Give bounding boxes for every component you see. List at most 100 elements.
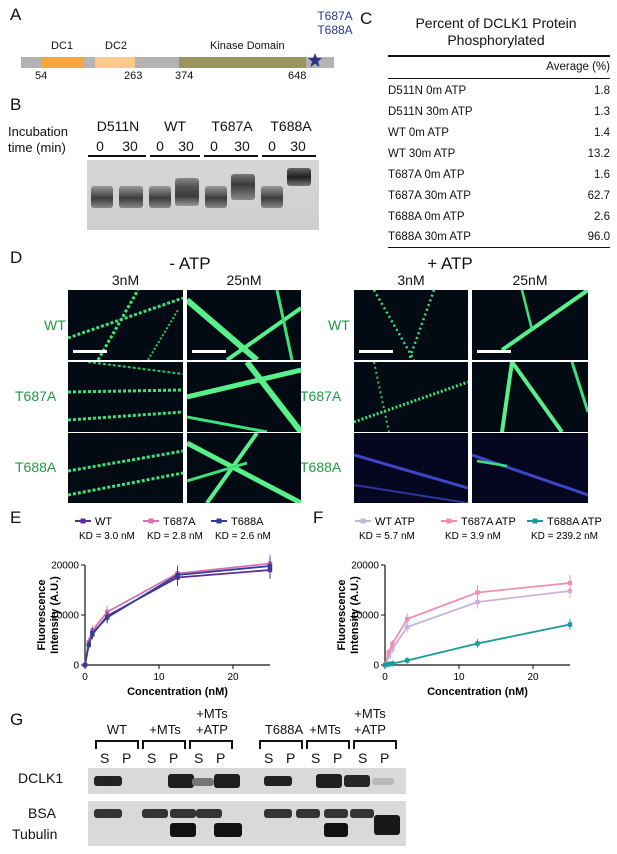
blot-band	[264, 776, 292, 786]
table-title-line1: Percent of DCLK1 Protein	[415, 15, 577, 31]
micrograph-wt-3nm-atp	[354, 290, 468, 360]
data-point	[386, 662, 391, 667]
time-label: 30	[234, 138, 250, 154]
gel-band	[119, 186, 143, 208]
micrograph-t687a-3nm-atp	[354, 362, 468, 432]
time-label: 0	[268, 138, 276, 154]
table-row: T688A 0m ATP 2.6	[388, 206, 610, 227]
legend-label: T688A	[231, 516, 264, 528]
time-label: 0	[96, 138, 104, 154]
data-point	[567, 622, 573, 627]
blot-band	[170, 809, 196, 818]
tubulin-row-label: Tubulin	[12, 826, 58, 842]
x-tick-label: 10	[453, 672, 465, 683]
y-axis-label: Intensity (A.U.)	[349, 576, 361, 654]
legend-label: T688A ATP	[547, 516, 602, 528]
legend-kd: KD = 3.9 nM	[445, 531, 501, 542]
legend-marker	[532, 518, 538, 524]
data-point	[90, 630, 95, 636]
gel-band	[231, 174, 255, 200]
dc2-domain	[95, 57, 135, 68]
group-wt-label: WT	[106, 722, 128, 737]
row-name: T687A 30m ATP	[388, 189, 471, 202]
blot-band	[214, 823, 242, 837]
group-mts-atp-label-1: +MTs	[354, 706, 386, 721]
legend-marker	[148, 518, 154, 524]
row-name: T688A 30m ATP	[388, 230, 471, 243]
x-tick-label: 20	[227, 672, 239, 683]
dclk1-blot	[88, 768, 406, 794]
data-point	[175, 572, 180, 578]
table-row: T687A 0m ATP 1.6	[388, 164, 610, 185]
group-t688a: T688A	[270, 118, 312, 134]
micrograph-t688a-3nm-noatp	[68, 433, 183, 503]
micrograph-wt-3nm-noatp	[68, 290, 183, 360]
blot-band	[214, 774, 240, 788]
legend-kd: KD = 2.8 nM	[147, 531, 203, 542]
lane-s: S	[194, 750, 204, 766]
blot-band	[264, 809, 292, 818]
row-label-t688a: T688A	[300, 459, 342, 475]
mutant-t688a-label: T688A	[317, 23, 353, 37]
table-header: Average (%)	[546, 61, 610, 73]
row-value: 1.6	[594, 168, 610, 181]
row-value: 62.7	[587, 189, 610, 202]
x-axis-label: Concentration (nM)	[427, 686, 528, 698]
table-row: WT 30m ATP 13.2	[388, 143, 610, 164]
dc1-domain	[41, 57, 84, 68]
legend-kd: KD = 3.0 nM	[79, 531, 135, 542]
lane-s: S	[311, 750, 321, 766]
table-row: WT 0m ATP 1.4	[388, 122, 610, 143]
binding-chart-no-atp: 0 10000 20000 0 10 20 Concentration (nM) Fluore…	[36, 516, 273, 698]
conc-3nm-label: 3nM	[397, 272, 425, 288]
data-point	[390, 661, 395, 666]
group-wt: WT	[164, 118, 186, 134]
group-mts-atp-label-2: +ATP	[196, 722, 228, 737]
gel-band	[149, 186, 171, 208]
group-t688a-label: T688A	[264, 722, 304, 737]
x-tick-label: 20	[527, 672, 539, 683]
data-point	[382, 662, 388, 668]
panel-f-label: F	[313, 508, 324, 527]
legend-label: T687A ATP	[461, 516, 516, 528]
blot-band	[170, 823, 196, 837]
time-label: 0	[156, 138, 164, 154]
table-bottom-rule	[388, 247, 610, 248]
phos-tag-gel-blot	[87, 160, 319, 230]
row-label-t688a: T688A	[15, 459, 57, 475]
position-648: 648	[288, 70, 307, 82]
dc2-label: DC2	[105, 40, 128, 52]
scale-bar	[73, 350, 107, 353]
group-underline	[262, 155, 316, 157]
row-name: WT 30m ATP	[388, 147, 456, 160]
row-label-wt: WT	[44, 317, 66, 333]
group-d511n: D511N	[96, 118, 140, 134]
lane-s: S	[264, 750, 274, 766]
position-263: 263	[124, 70, 143, 82]
blot-band	[324, 809, 348, 818]
y-tick-label: 10000	[51, 611, 79, 622]
panel-b-label: B	[10, 95, 22, 114]
group-underline	[150, 155, 200, 157]
panel-d-label: D	[10, 248, 23, 267]
blot-band	[94, 809, 122, 818]
blot-band	[196, 809, 222, 818]
row-value: 2.6	[594, 210, 610, 223]
kinase-domain	[179, 57, 306, 68]
legend-marker	[216, 518, 222, 524]
table-title-line2: Phosphorylated	[447, 32, 545, 48]
blot-band	[324, 823, 348, 837]
group-underline	[204, 155, 258, 157]
y-tick-label: 0	[373, 661, 379, 672]
group-underline	[88, 155, 146, 157]
x-axis-label: Concentration (nM)	[127, 686, 228, 698]
legend-marker	[80, 518, 86, 524]
micrograph-wt-25nm-noatp	[187, 290, 301, 360]
data-point	[475, 590, 480, 595]
gel-band	[261, 186, 283, 208]
legend-label: WT	[95, 516, 112, 528]
x-tick-label: 0	[82, 672, 88, 683]
y-axis-label: Fluorescence	[336, 580, 348, 651]
row-name: WT 0m ATP	[388, 126, 449, 139]
lane-s: S	[100, 750, 110, 766]
